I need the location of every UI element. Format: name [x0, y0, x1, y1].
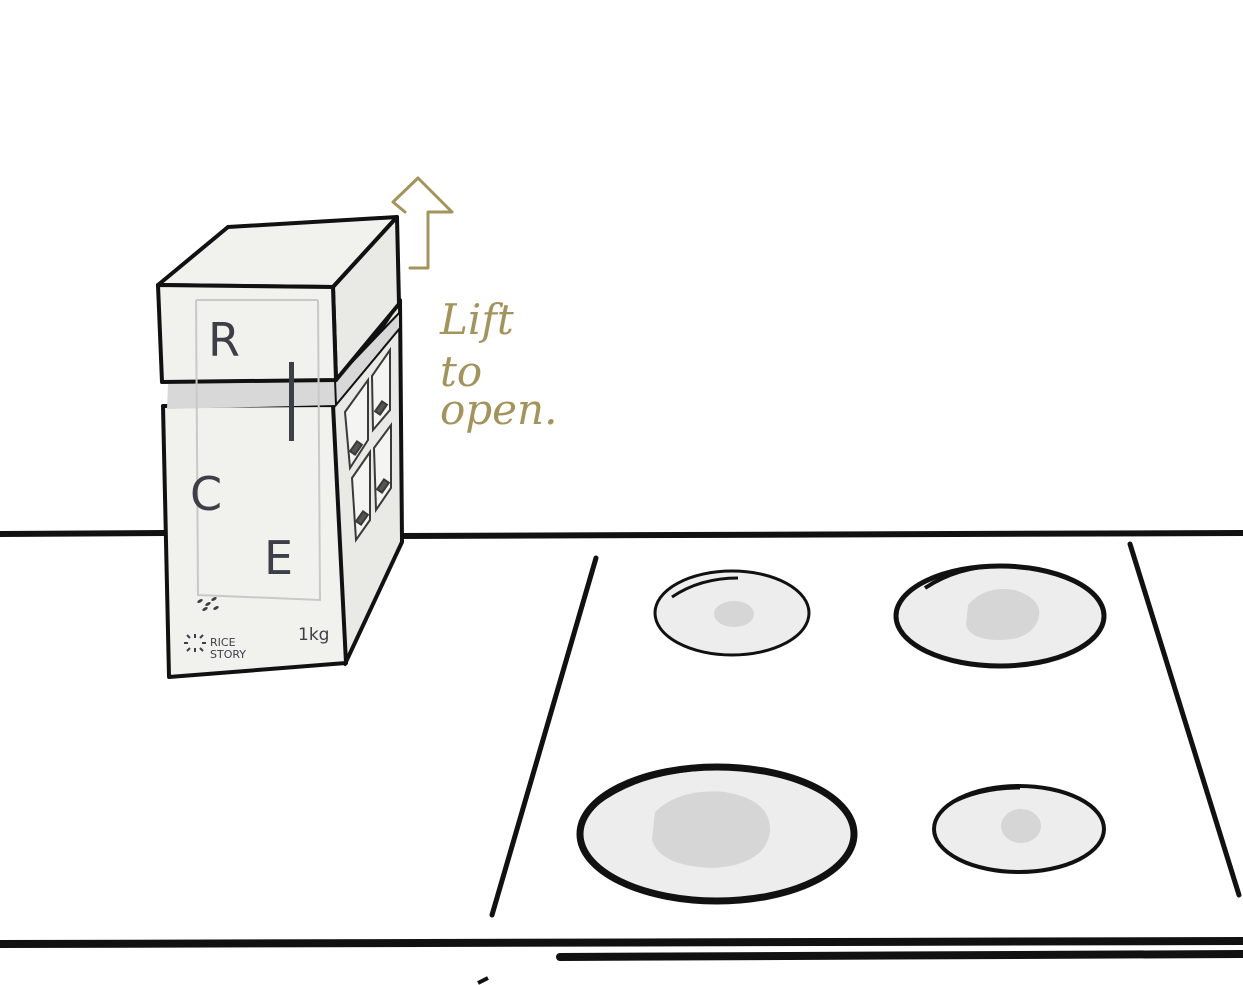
counter-back-edge: [0, 530, 1243, 539]
up-arrow-icon: [391, 176, 454, 270]
stovetop-left-edge: [489, 555, 599, 918]
annotation-line-3: open.: [440, 385, 557, 434]
burner-front-right[interactable]: [932, 784, 1106, 874]
stovetop: [489, 541, 1242, 918]
rice-box-letter-i: [289, 362, 294, 441]
rice-box-band-side: [333, 309, 401, 408]
rice-box-lid-front: [156, 283, 338, 384]
counter-front-edge: [0, 937, 1243, 961]
rice-box-weight: 1kg: [298, 625, 329, 645]
rice-box-letter-c: C: [190, 467, 222, 521]
counter-mark: [477, 976, 489, 985]
rice-box-brand-line1: RICE: [210, 636, 236, 649]
rice-box[interactable]: R I C E RICE STORY 1kg: [0, 0, 404, 679]
annotation-line-2: to: [440, 347, 482, 396]
rice-grain-icon: [197, 597, 219, 611]
rice-box-letter-e: E: [264, 531, 293, 585]
rice-box-brand-line2: STORY: [210, 648, 246, 661]
rice-box-side-windows: [343, 346, 392, 543]
rice-box-lid[interactable]: [156, 215, 401, 384]
burner-front-left[interactable]: [576, 763, 858, 905]
burner-back-left[interactable]: [653, 569, 811, 657]
rice-story-logo-icon: [184, 634, 206, 652]
stovetop-right-edge: [1127, 541, 1242, 898]
annotation-line-1: Lift: [439, 295, 514, 344]
rice-box-band: [167, 380, 336, 409]
rice-box-print-panel: [195, 299, 322, 602]
burner-back-right[interactable]: [893, 563, 1107, 669]
rice-box-letter-r: R: [208, 313, 240, 367]
